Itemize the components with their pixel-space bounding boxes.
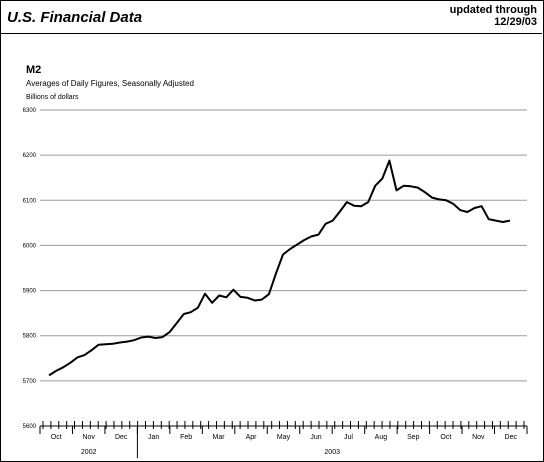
x-month-label: Sep [407,434,420,441]
page-title: U.S. Financial Data [7,9,143,26]
x-month-label: Jan [148,434,159,441]
x-month-label: Nov [472,434,485,441]
y-tick-label-5700: 5700 [23,379,37,385]
updated-date: 12/29/03 [494,16,537,28]
x-year-label: 2002 [81,449,97,456]
x-month-label: Jun [310,434,321,441]
x-month-label: May [277,434,291,441]
updated-label: updated through [449,4,537,16]
header-divider [0,33,542,34]
y-tick-label-6000: 6000 [23,243,37,249]
y-tick-label-6300: 6300 [23,108,37,114]
x-month-label: Dec [505,434,518,441]
x-month-label: Dec [115,434,128,441]
y-tick-labels: 5600 5700 5800 5900 6000 6100 6200 6300 [23,108,37,430]
x-month-label: Apr [246,434,258,441]
x-month-label: Feb [180,434,192,441]
chart-subtitle: Averages of Daily Figures, Seasonally Ad… [26,79,194,88]
x-year-label: 2003 [324,449,340,456]
y-axis-label: Billions of dollars [26,94,79,101]
y-tick-label-6100: 6100 [23,198,37,204]
series-line-0 [48,159,511,377]
y-tick-label-5600: 5600 [23,424,37,430]
y-tick-label-6200: 6200 [23,153,37,159]
x-month-label: Nov [82,434,95,441]
x-month-label: Oct [440,434,451,441]
grid-lines [40,109,527,382]
x-month-label: Mar [213,434,226,441]
x-month-label: Jul [344,434,353,441]
y-tick-label-5800: 5800 [23,334,37,340]
x-axis: Oct Nov Dec Jan Feb Mar Apr May Jun Jul Aug Sep Oct N… [39,421,528,458]
y-tick-label-5900: 5900 [23,289,37,295]
x-month-label: Oct [51,434,62,441]
updated-through: updated through 12/29/03 [450,4,537,28]
chart-title: M2 [26,64,42,76]
series-lines [48,159,511,377]
x-month-label: Aug [375,434,388,441]
